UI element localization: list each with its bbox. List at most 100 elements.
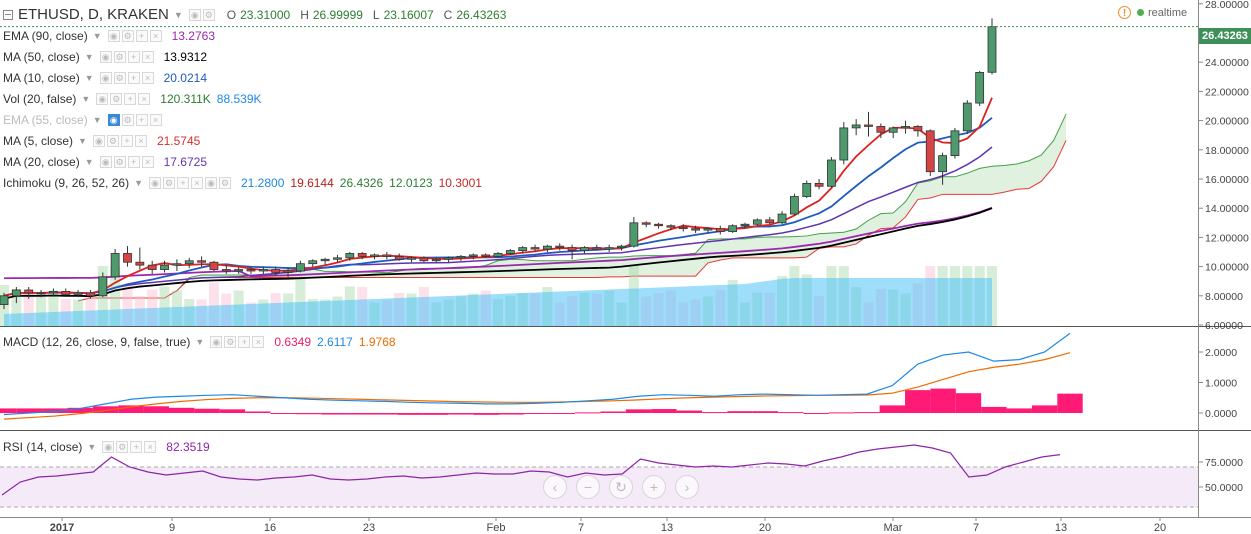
indicator-name[interactable]: EMA (55, close) [3,113,88,127]
close-icon[interactable]: × [144,441,157,453]
macd-histogram-bar [879,405,906,413]
add-icon[interactable]: + [124,93,137,105]
candle-body [888,127,898,133]
y-tick-label: 75.0000 [1205,457,1243,469]
eye-icon[interactable]: ◉ [107,114,120,126]
eye-icon[interactable]: ◉ [99,51,112,63]
settings-icon[interactable]: ⚙ [121,114,134,126]
indicator-row: MA (20, close) ▼ ◉ ⚙ + × 17.6725 [3,153,207,171]
close-icon[interactable]: × [149,30,162,42]
zoom-in-icon[interactable]: + [642,475,666,499]
chevron-down-icon[interactable]: ▼ [87,442,97,452]
reset-icon[interactable]: ↻ [609,475,633,499]
eye-icon[interactable]: ◉ [99,156,112,168]
close-icon[interactable]: × [141,72,154,84]
close-icon[interactable]: × [149,114,162,126]
candle-body [11,289,21,297]
close-icon[interactable]: × [191,177,203,189]
candle-body [73,292,83,295]
chevron-down-icon[interactable]: ▼ [84,157,94,167]
eye-icon[interactable]: ◉ [210,336,223,348]
chevron-down-icon[interactable]: ▼ [134,178,143,188]
chevron-down-icon[interactable]: ▼ [173,10,183,20]
settings-icon[interactable]: ⚙ [113,156,126,168]
candle-body [518,247,528,251]
zoom-out-icon[interactable]: − [576,475,600,499]
eye-icon[interactable]: ◉ [102,441,115,453]
candle-body [160,264,169,270]
add-icon[interactable]: + [127,51,140,63]
macd-legend-name[interactable]: MACD (12, 26, close, 9, false, true) [3,335,191,349]
candle-body [728,225,738,232]
settings-icon[interactable]: ⚙ [116,441,129,453]
macd-histogram-bar [1031,405,1058,413]
chevron-down-icon[interactable]: ▼ [92,115,102,125]
close-icon[interactable]: × [138,93,151,105]
settings-icon[interactable]: ⚙ [224,336,237,348]
x-tick-label: 20 [1154,522,1166,534]
settings-icon[interactable]: ⚙ [106,135,119,147]
chevron-down-icon[interactable]: ▼ [92,31,102,41]
close-icon[interactable]: × [134,135,147,147]
chevron-down-icon[interactable]: ▼ [81,94,91,104]
eye-icon[interactable]: ◉ [99,72,112,84]
chevron-down-icon[interactable]: ▼ [84,73,94,83]
x-tick-label: 7 [578,522,584,534]
settings-icon[interactable]: ⚙ [113,51,126,63]
candle-body [765,219,775,224]
scroll-right-icon[interactable]: › [675,475,699,499]
settings-icon[interactable]: ⚙ [219,177,231,189]
add-icon[interactable]: + [177,177,189,189]
symbol-title[interactable]: ETHUSD, D, KRAKEN [18,6,169,23]
indicator-name[interactable]: Vol (20, false) [3,92,77,106]
eye-icon[interactable]: ◉ [188,9,201,21]
macd-histogram-bar [1006,408,1032,413]
close-icon[interactable]: × [252,336,265,348]
macd-histogram-bar [42,408,68,413]
add-icon[interactable]: + [120,135,133,147]
settings-icon[interactable]: ⚙ [121,30,134,42]
eye-icon[interactable]: ◉ [96,93,109,105]
macd-histogram-bar [575,412,601,414]
candle-body [456,255,466,259]
eye-icon[interactable]: ◉ [205,177,217,189]
scroll-left-icon[interactable]: ‹ [543,475,567,499]
close-icon[interactable]: × [141,51,154,63]
indicator-name[interactable]: MA (50, close) [3,50,80,64]
x-axis-line [0,517,1251,518]
collapse-icon[interactable] [3,10,13,20]
indicator-row: MA (5, close) ▼ ◉ ⚙ + × 21.5745 [3,132,200,150]
settings-icon[interactable]: ⚙ [163,177,175,189]
chevron-down-icon[interactable]: ▼ [78,136,87,146]
add-icon[interactable]: + [127,72,140,84]
add-icon[interactable]: + [135,114,148,126]
y-tick-label: 8.00000 [1205,291,1243,303]
add-icon[interactable]: + [127,156,140,168]
eye-icon[interactable]: ◉ [92,135,105,147]
add-icon[interactable]: + [130,441,143,453]
candle-body [913,126,923,132]
settings-icon[interactable]: ⚙ [110,93,123,105]
chevron-down-icon[interactable]: ▼ [84,52,94,62]
indicator-name[interactable]: MA (20, close) [3,155,80,169]
candle-body [691,228,700,231]
candle-body [790,196,799,215]
eye-icon[interactable]: ◉ [107,30,120,42]
indicator-name[interactable]: EMA (90, close) [3,29,88,43]
chevron-down-icon[interactable]: ▼ [195,337,205,347]
close-icon[interactable]: × [141,156,154,168]
add-icon[interactable]: + [238,336,251,348]
candle-body [530,247,540,250]
realtime-status: ! realtime [1118,6,1187,19]
indicator-name[interactable]: Ichimoku (9, 26, 52, 26) [3,176,130,190]
indicator-name[interactable]: MA (10, close) [3,71,80,85]
rsi-legend-name[interactable]: RSI (14, close) [3,440,83,454]
settings-icon[interactable]: ⚙ [113,72,126,84]
eye-icon[interactable]: ◉ [149,177,161,189]
add-icon[interactable]: + [135,30,148,42]
indicator-name[interactable]: MA (5, close) [3,134,74,148]
warning-icon[interactable]: ! [1118,6,1131,19]
settings-icon[interactable]: ⚙ [202,9,215,21]
y-tick-label: 1.0000 [1205,378,1237,390]
